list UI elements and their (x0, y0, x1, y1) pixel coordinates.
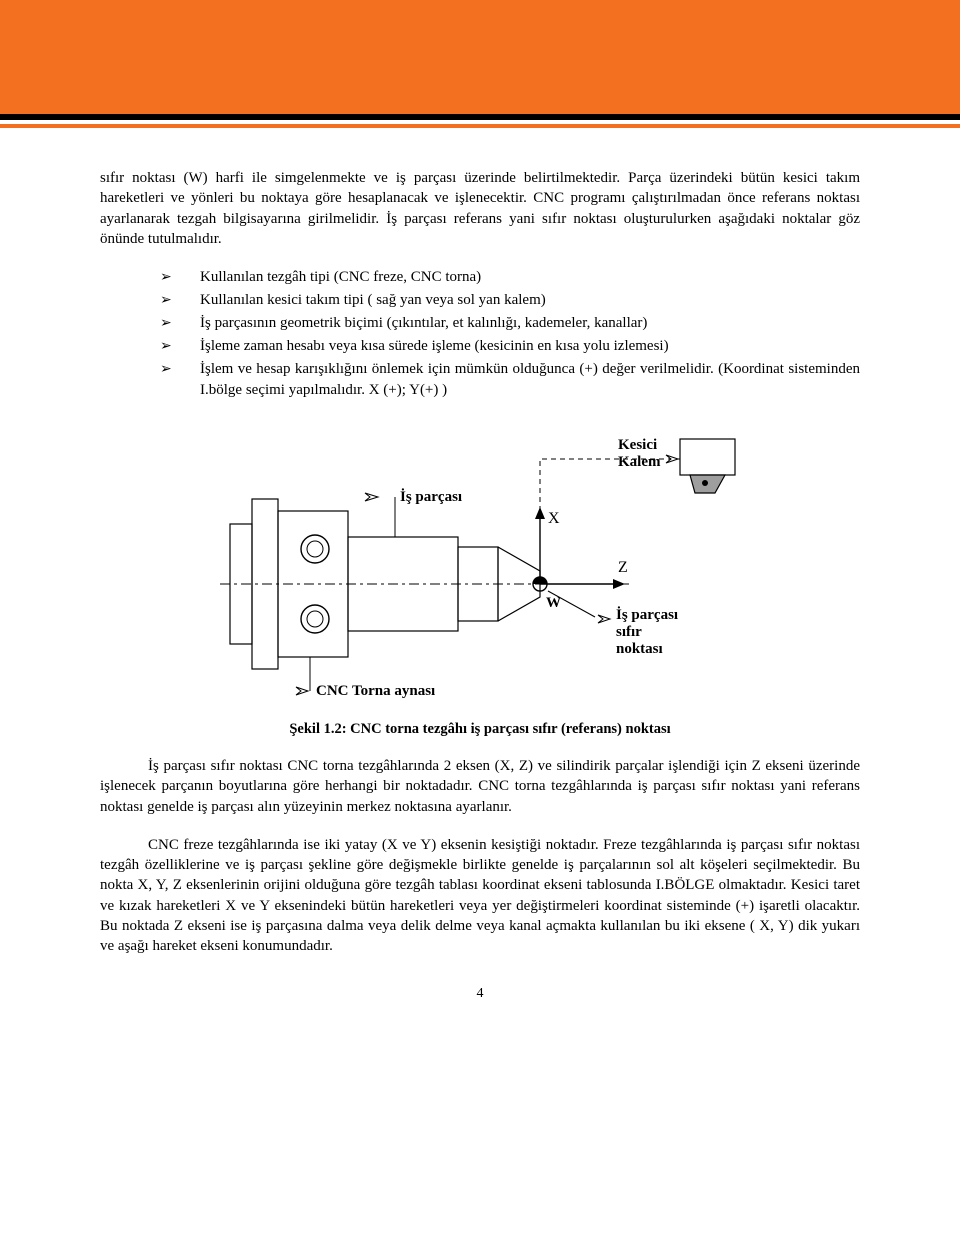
bullet-item: ➢ İşlem ve hesap karışıklığını önlemek i… (160, 359, 860, 401)
label-x-axis: X (548, 510, 560, 527)
bullet-text: Kullanılan tezgâh tipi (CNC freze, CNC t… (200, 267, 860, 288)
label-kesici-2: Kalem (618, 454, 661, 470)
bullet-text: İş parçasının geometrik biçimi (çıkıntıl… (200, 313, 860, 334)
label-sifir-2: sıfır (616, 624, 642, 640)
bullet-marker-icon: ➢ (160, 290, 200, 311)
header-bar (0, 0, 960, 120)
bullet-text: Kullanılan kesici takım tipi ( sağ yan v… (200, 290, 860, 311)
page-content: sıfır noktası (W) harfi ile simgelenmekt… (0, 168, 960, 1032)
label-kesici-1: Kesici (618, 437, 657, 453)
bullet-item: ➢ İşleme zaman hesabı veya kısa sürede i… (160, 336, 860, 357)
label-is-parcasi: İş parçası (400, 488, 462, 505)
cnc-lathe-diagram-icon: İş parçası X Z W İş parçası sıfır noktas… (200, 419, 760, 709)
bullet-item: ➢ Kullanılan tezgâh tipi (CNC freze, CNC… (160, 267, 860, 288)
header-underline (0, 124, 960, 128)
bullet-marker-icon: ➢ (160, 267, 200, 288)
bullet-item: ➢ Kullanılan kesici takım tipi ( sağ yan… (160, 290, 860, 311)
label-cnc-torna: CNC Torna aynası (316, 683, 435, 699)
page-number: 4 (100, 986, 860, 1002)
bullet-text: İşleme zaman hesabı veya kısa sürede işl… (200, 336, 860, 357)
bullet-list: ➢ Kullanılan tezgâh tipi (CNC freze, CNC… (160, 267, 860, 401)
label-sifir-1: İş parçası (616, 606, 678, 623)
figure-caption: Şekil 1.2: CNC torna tezgâhı iş parçası … (100, 721, 860, 738)
bullet-marker-icon: ➢ (160, 336, 200, 357)
label-sifir-3: noktası (616, 641, 663, 657)
paragraph-3: CNC freze tezgâhlarında ise iki yatay (X… (100, 835, 860, 957)
paragraph-1: sıfır noktası (W) harfi ile simgelenmekt… (100, 168, 860, 249)
bullet-text: İşlem ve hesap karışıklığını önlemek içi… (200, 359, 860, 401)
bullet-marker-icon: ➢ (160, 313, 200, 334)
label-z-axis: Z (618, 559, 628, 576)
paragraph-2: İş parçası sıfır noktası CNC torna tezgâ… (100, 756, 860, 817)
bullet-marker-icon: ➢ (160, 359, 200, 401)
bullet-item: ➢ İş parçasının geometrik biçimi (çıkınt… (160, 313, 860, 334)
figure-diagram: İş parçası X Z W İş parçası sıfır noktas… (100, 419, 860, 709)
